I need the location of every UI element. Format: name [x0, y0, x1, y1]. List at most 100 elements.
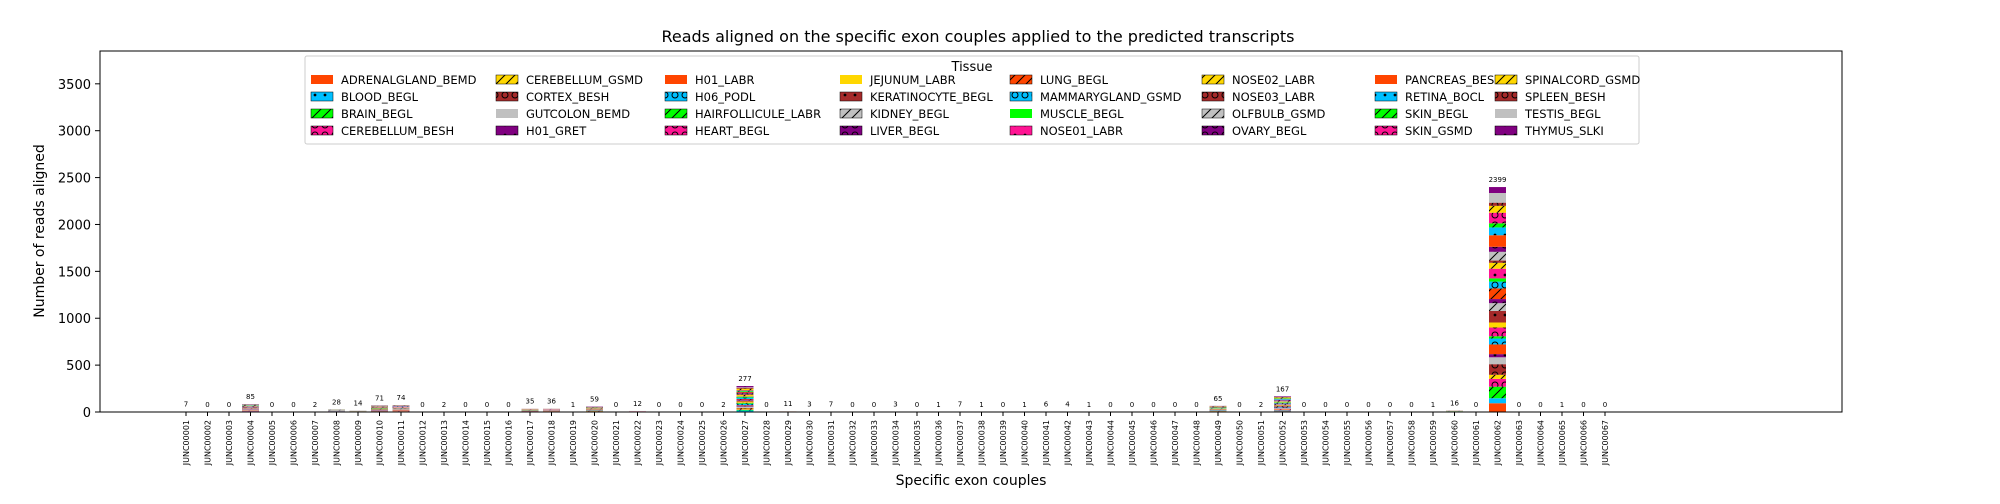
y-tick-label: 500: [66, 359, 91, 374]
bar-segment: [737, 408, 754, 409]
legend-label: CEREBELLUM_GSMD: [526, 73, 643, 87]
x-tick-label: JUNC00042: [1064, 420, 1073, 466]
data-label: 0: [1409, 401, 1413, 409]
y-tick-label: 1000: [58, 312, 91, 327]
data-label: 0: [1474, 401, 1478, 409]
data-label: 71: [375, 394, 384, 402]
bar-segment: [1489, 403, 1506, 412]
data-label: 16: [1450, 399, 1459, 407]
data-label: 0: [463, 401, 467, 409]
data-label: 2: [442, 401, 446, 409]
legend-swatch: [1202, 92, 1224, 101]
legend-swatch: [665, 92, 687, 101]
legend-swatch: [496, 126, 518, 135]
x-tick-label: JUNC00003: [225, 420, 234, 466]
x-tick-label: JUNC00067: [1601, 420, 1610, 466]
y-tick-label: 0: [83, 406, 91, 421]
data-label: 1: [979, 401, 983, 409]
data-label: 0: [915, 401, 919, 409]
legend-label: SPINALCORD_GSMD: [1525, 73, 1640, 87]
bar-segment: [1489, 252, 1506, 261]
bar-stack-JUNC00062: [1489, 187, 1506, 412]
x-tick-label: JUNC00026: [720, 420, 729, 466]
legend-swatch: [1202, 109, 1224, 118]
bar-segment: [737, 402, 754, 403]
x-tick-label: JUNC00044: [1107, 420, 1116, 466]
legend-label: MUSCLE_BEGL: [1040, 107, 1124, 121]
bar-segment: [1274, 402, 1291, 403]
data-label: 2: [721, 401, 725, 409]
bar-stack-JUNC00020: [586, 406, 603, 412]
data-label: 35: [526, 398, 535, 406]
data-label: 0: [1538, 401, 1542, 409]
x-tick-label: JUNC00023: [655, 420, 664, 466]
y-tick-label: 2000: [58, 218, 91, 233]
y-tick-label: 3000: [58, 125, 91, 140]
bar-segment: [737, 386, 754, 387]
data-label: 3: [893, 401, 897, 409]
x-tick-label: JUNC00022: [634, 420, 643, 466]
legend-swatch: [1375, 126, 1397, 135]
data-label: 0: [678, 401, 682, 409]
data-label: 36: [547, 398, 556, 406]
x-tick-label: JUNC00007: [311, 420, 320, 466]
x-tick-label: JUNC00009: [354, 420, 363, 466]
bar-segment: [1274, 408, 1291, 409]
y-tick-label: 3500: [58, 78, 91, 93]
legend-label: CEREBELLUM_BESH: [341, 124, 454, 138]
legend-swatch: [840, 126, 862, 135]
data-label: 2399: [1489, 176, 1507, 184]
x-tick-label: JUNC00046: [1150, 420, 1159, 466]
legend-label: H01_LABR: [695, 73, 754, 87]
bar-segment: [1489, 193, 1506, 203]
data-label: 0: [614, 401, 618, 409]
bar-segment: [1489, 339, 1506, 345]
legend-label: MAMMARYGLAND_GSMD: [1040, 90, 1182, 104]
legend-swatch: [665, 126, 687, 135]
bar-segment: [1489, 227, 1506, 235]
x-tick-label: JUNC00061: [1472, 420, 1481, 466]
bar-segment: [1274, 404, 1291, 405]
legend: Tissue ADRENALGLAND_BEMDBLOOD_BEGLBRAIN_…: [305, 56, 1640, 144]
data-label: 11: [784, 400, 793, 408]
bar-segment: [1489, 213, 1506, 224]
legend-swatch: [311, 109, 333, 118]
legend-swatch: [1375, 109, 1397, 118]
legend-swatch: [1202, 126, 1224, 135]
data-label: 0: [764, 401, 768, 409]
data-label: 0: [1237, 401, 1241, 409]
x-tick-label: JUNC00016: [505, 420, 514, 466]
legend-label: NOSE01_LABR: [1040, 124, 1123, 138]
data-label: 0: [1130, 401, 1134, 409]
bar-segment: [1489, 398, 1506, 403]
legend-label: GUTCOLON_BEMD: [526, 107, 630, 121]
x-tick-label: JUNC00025: [698, 420, 707, 466]
x-axis-label: Specific exon couples: [896, 473, 1047, 489]
legend-label: SPLEEN_BESH: [1525, 90, 1606, 104]
bar-segment: [737, 400, 754, 401]
x-tick-label: JUNC00066: [1580, 420, 1589, 466]
data-label: 0: [1173, 401, 1177, 409]
x-tick-label: JUNC00060: [1451, 420, 1460, 466]
x-tick-label: JUNC00059: [1429, 420, 1438, 466]
x-tick-label: JUNC00055: [1343, 420, 1352, 466]
bar-segment: [737, 401, 754, 402]
x-tick-label: JUNC00065: [1558, 420, 1567, 466]
bar-segment: [737, 393, 754, 394]
data-label: 1: [936, 401, 940, 409]
x-tick-label: JUNC00008: [333, 420, 342, 466]
legend-swatch: [1495, 109, 1517, 118]
data-label: 0: [1001, 401, 1005, 409]
legend-swatch: [1375, 75, 1397, 84]
x-tick-label: JUNC00047: [1171, 420, 1180, 466]
legend-label: SKIN_GSMD: [1405, 124, 1473, 138]
bar-segment: [737, 398, 754, 399]
bar-segment: [1489, 354, 1506, 357]
x-tick-label: JUNC00054: [1322, 420, 1331, 466]
bar-segment: [1489, 206, 1506, 213]
legend-swatch: [311, 92, 333, 101]
legend-swatch: [840, 92, 862, 101]
x-tick-label: JUNC00033: [870, 420, 879, 466]
